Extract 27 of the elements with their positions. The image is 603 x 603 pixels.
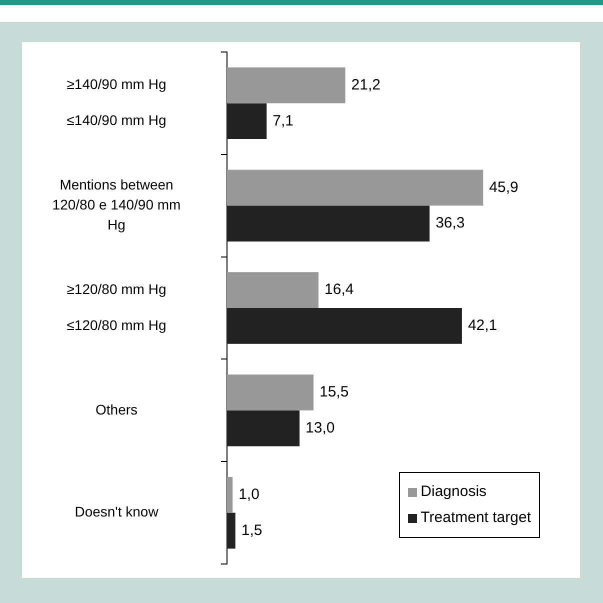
bar [227,374,314,410]
category-label: ≥120/80 mm Hg ≤120/80 mm Hg [66,280,166,333]
data-label: 15,5 [320,384,349,401]
y-tick-label: Doesn't know [74,504,160,520]
data-label: 21,2 [351,76,381,94]
bar [227,67,346,104]
data-label: 45,9 [489,178,518,196]
data-label: 42,1 [468,317,498,334]
bar [227,170,484,206]
bar [227,512,236,549]
bar [227,308,462,344]
data-label: 7,1 [272,112,294,130]
bar [227,476,233,513]
bar [227,410,300,446]
data-label: 16,4 [324,281,354,298]
data-label: 36,3 [436,214,465,232]
bar [227,272,319,308]
category-label: ≥140/90 mm Hg ≤140/90 mm Hg [66,76,166,128]
data-label: 13,0 [306,419,335,436]
data-label: 1,0 [238,486,260,504]
data-label: 1,5 [241,522,262,539]
y-tick-label: Others [95,401,138,418]
legend-label: Diagnosis [420,482,487,502]
bar [227,103,267,140]
legend-label: Treatment target [420,508,531,528]
y-tick-label: Mentions between 120/80 e 140/90 mm Hg [52,176,181,232]
bar [227,206,430,242]
